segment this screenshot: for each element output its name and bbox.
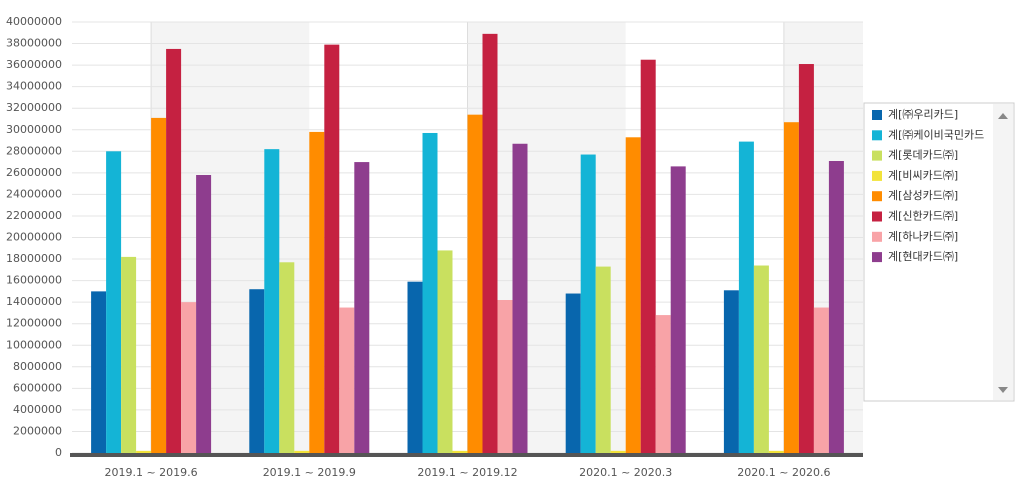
legend-swatch (872, 191, 882, 202)
legend-label: 계[신한카드㈜] (888, 210, 958, 223)
bar (136, 450, 152, 453)
bar (121, 256, 137, 453)
legend-label: 계[하나카드㈜] (888, 229, 958, 243)
y-tick-label: 26000000 (6, 166, 62, 179)
legend-swatch (872, 170, 882, 181)
bar (166, 48, 182, 453)
y-tick-label: 8000000 (13, 360, 62, 373)
legend-swatch (872, 252, 882, 263)
legend-swatch (872, 231, 882, 242)
bar (738, 141, 754, 454)
x-tick-label: 2020.1 ~ 2020.3 (579, 466, 672, 479)
y-tick-label: 14000000 (6, 295, 62, 308)
bar (264, 149, 280, 453)
legend-box (863, 102, 1015, 402)
x-axis (70, 453, 863, 457)
bar (294, 450, 310, 453)
bar (482, 33, 498, 453)
bar (151, 117, 167, 454)
bar (354, 162, 370, 453)
bar (625, 137, 641, 454)
bar (422, 132, 438, 454)
y-tick-label: 18000000 (6, 252, 62, 265)
y-tick-label: 16000000 (6, 274, 62, 287)
x-tick-label: 2019.1 ~ 2019.6 (104, 466, 197, 479)
legend-swatch (872, 211, 882, 222)
bar (309, 131, 325, 453)
bar (595, 266, 611, 453)
legend-label: 계[㈜우리카드] (888, 108, 958, 121)
legend-label: 계[비씨카드㈜] (888, 169, 958, 182)
x-tick-label: 2019.1 ~ 2019.9 (263, 466, 356, 479)
legend-label: 계[현대카드㈜] (888, 250, 958, 263)
bar (497, 299, 513, 453)
bar (324, 44, 340, 453)
legend-swatch (872, 110, 882, 120)
bar (828, 160, 844, 453)
y-tick-label: 22000000 (6, 209, 62, 222)
y-tick-label: 28000000 (6, 144, 62, 157)
bar (798, 64, 814, 454)
y-tick-label: 36000000 (6, 58, 62, 71)
legend-label: 계[롯데카드㈜] (888, 149, 958, 162)
bar (339, 307, 355, 453)
bar (753, 265, 769, 453)
bar (610, 450, 626, 453)
bar (106, 151, 122, 454)
bar (407, 281, 423, 453)
y-tick-label: 2000000 (13, 424, 62, 437)
bar (437, 250, 453, 453)
bar (655, 315, 671, 453)
x-tick-label: 2019.1 ~ 2019.12 (417, 466, 517, 479)
bar (670, 166, 686, 453)
scroll-up[interactable] (998, 113, 1008, 119)
bar (565, 293, 581, 453)
bar (181, 302, 197, 453)
y-tick-label: 4000000 (13, 403, 62, 416)
bar (723, 290, 739, 453)
legend-swatch (872, 130, 882, 141)
scrollbar[interactable] (993, 104, 1013, 400)
bar (196, 175, 212, 453)
legend-swatch (872, 150, 882, 161)
y-tick-label: 40000000 (6, 15, 62, 28)
y-tick-label: 34000000 (6, 80, 62, 93)
y-tick-label: 0 (55, 446, 62, 459)
x-tick-label: 2020.1 ~ 2020.6 (737, 466, 830, 479)
bar (249, 289, 265, 453)
y-tick-label: 10000000 (6, 338, 62, 351)
y-tick-label: 12000000 (6, 317, 62, 330)
bar (512, 143, 528, 453)
bar (768, 450, 784, 453)
bar (91, 291, 107, 453)
y-tick-label: 32000000 (6, 101, 62, 114)
bar (467, 114, 483, 453)
y-tick-label: 6000000 (13, 381, 62, 394)
y-tick-label: 20000000 (6, 231, 62, 244)
bar (640, 59, 656, 454)
bar (813, 307, 829, 453)
bar (279, 262, 295, 453)
plot-area: 0 2000000 4000000 6000000 8000000 10000000 120… (6, 15, 863, 479)
legend-label: 계[㈜케이비국민카드 (888, 128, 984, 141)
scroll-down[interactable] (998, 387, 1008, 393)
bar (452, 450, 468, 453)
legend-label: 계[삼성카드㈜] (888, 189, 958, 202)
bar (580, 154, 596, 453)
y-tick-label: 24000000 (6, 187, 62, 200)
y-tick-label: 30000000 (6, 123, 62, 136)
bar (783, 122, 799, 454)
y-tick-label: 38000000 (6, 37, 62, 50)
